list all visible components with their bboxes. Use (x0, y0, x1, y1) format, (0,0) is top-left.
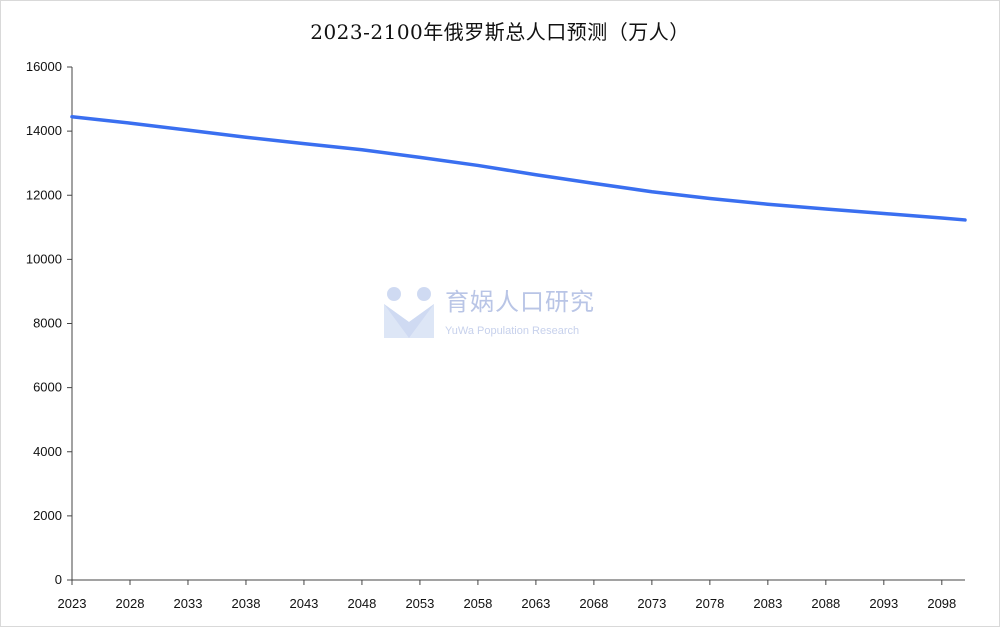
x-tick-label: 2073 (637, 596, 666, 611)
x-tick-label: 2098 (927, 596, 956, 611)
y-tick-label: 4000 (33, 444, 62, 459)
x-tick-label: 2053 (405, 596, 434, 611)
x-tick-label: 2048 (347, 596, 376, 611)
x-tick-label: 2068 (579, 596, 608, 611)
y-tick-label: 6000 (33, 380, 62, 395)
x-tick-label: 2028 (116, 596, 145, 611)
x-tick-label: 2043 (289, 596, 318, 611)
watermark-name-cn: 育娲人口研究 (445, 288, 595, 316)
x-tick-label: 2093 (869, 596, 898, 611)
x-tick-label: 2058 (463, 596, 492, 611)
chart-title: 2023-2100年俄罗斯总人口预测（万人） (310, 20, 690, 44)
y-tick-label: 0 (55, 572, 62, 587)
y-tick-label: 14000 (26, 123, 62, 138)
x-tick-label: 2083 (753, 596, 782, 611)
y-tick-label: 8000 (33, 316, 62, 331)
watermark-name-en: YuWa Population Research (445, 325, 579, 337)
plot-area (70, 114, 967, 222)
axes: 0 2000 4000 6000 8000 10000 12000 14000 16000 202… (26, 59, 965, 611)
x-tick-label: 2033 (174, 596, 203, 611)
yuwa-logo-icon (384, 287, 434, 338)
x-tick-label: 2088 (811, 596, 840, 611)
y-tick-label: 2000 (33, 508, 62, 523)
x-tick-label: 2078 (695, 596, 724, 611)
y-tick-label: 10000 (26, 251, 62, 266)
x-tick-label: 2038 (232, 596, 261, 611)
x-tick-label: 2063 (521, 596, 550, 611)
y-tick-label: 12000 (26, 187, 62, 202)
series-line (70, 114, 967, 222)
watermark: 育娲人口研究 YuWa Population Research (384, 287, 595, 338)
y-tick-label: 16000 (26, 59, 62, 74)
x-tick-label: 2023 (58, 596, 87, 611)
